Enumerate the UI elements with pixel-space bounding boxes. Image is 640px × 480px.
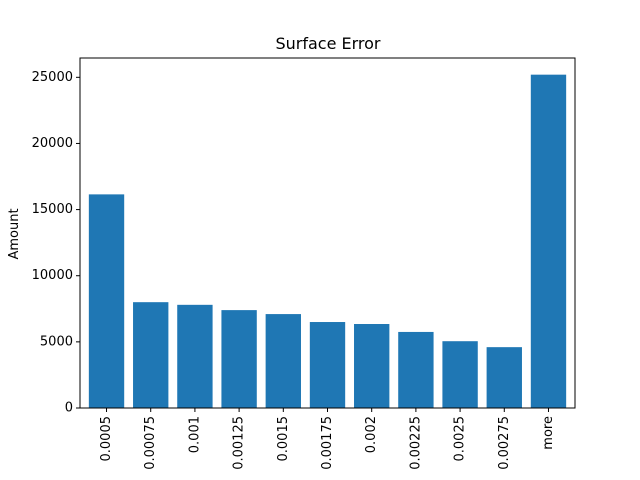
- x-tick-label: 0.00075: [143, 416, 158, 470]
- bar-0.0025: [442, 341, 478, 408]
- y-tick-label: 20000: [32, 136, 73, 151]
- y-ticks-group: 0 5000 10000 15000 20000 25000: [32, 70, 80, 416]
- x-tick-label: 0.001: [187, 416, 202, 453]
- bar-0.00175: [309, 322, 346, 408]
- chart-title: Surface Error: [275, 34, 380, 53]
- plot-frame: [79, 57, 576, 409]
- x-tick-label: 0.00275: [497, 416, 512, 470]
- bar-0.0005: [88, 194, 125, 408]
- y-tick-label: 0: [65, 401, 73, 416]
- bars-group: [88, 74, 567, 409]
- x-tick-label: 0.00225: [408, 416, 423, 470]
- bar-0.0015: [265, 314, 301, 408]
- y-tick-label: 5000: [40, 334, 73, 349]
- bar-0.00275: [486, 347, 522, 408]
- y-tick-label: 10000: [32, 268, 73, 283]
- x-tick-label: 0.002: [364, 416, 379, 453]
- x-tick-label: more: [541, 416, 556, 450]
- x-tick-label: 0.00175: [320, 416, 335, 470]
- x-ticks-group: 0.0005 0.00075 0.001 0.00125 0.0015 0.00175 0.…: [99, 408, 556, 470]
- bar-0.002: [354, 324, 390, 408]
- bar-0.00225: [398, 331, 434, 408]
- bar-0.001: [177, 304, 213, 408]
- y-tick-label: 15000: [32, 202, 73, 217]
- x-tick-label: 0.0025: [453, 416, 468, 462]
- x-tick-label: 0.0005: [99, 416, 114, 462]
- bar-0.00075: [133, 302, 169, 408]
- x-tick-label: 0.0015: [276, 416, 291, 462]
- x-tick-label: 0.00125: [232, 416, 247, 470]
- y-axis-label: Amount: [7, 208, 22, 259]
- bar-more: [530, 74, 567, 409]
- bar-0.00125: [221, 310, 257, 408]
- y-tick-label: 25000: [32, 70, 73, 85]
